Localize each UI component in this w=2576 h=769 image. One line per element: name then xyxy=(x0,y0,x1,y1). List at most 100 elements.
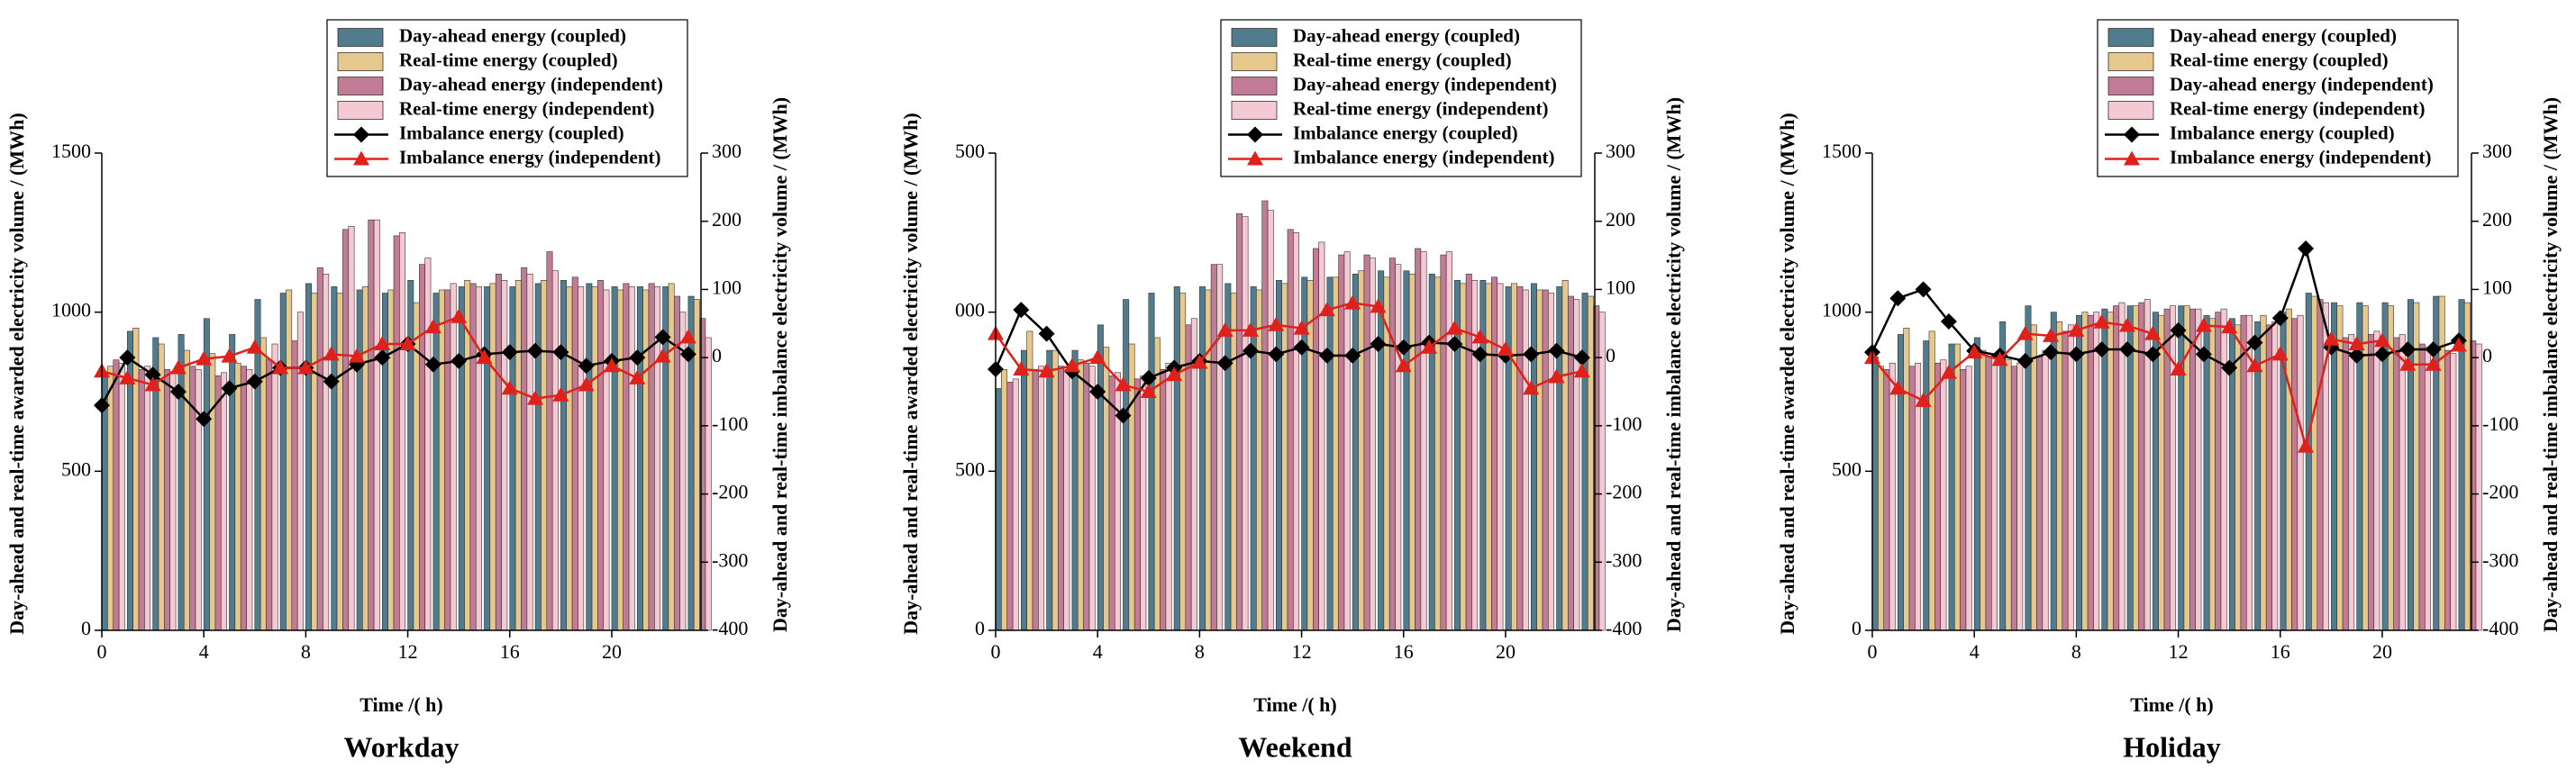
legend-label: Imbalance energy (independent) xyxy=(399,146,661,167)
bar xyxy=(578,286,585,631)
y-tick-label: 1000 xyxy=(1822,299,1861,321)
x-tick-label: 0 xyxy=(97,640,107,663)
marker xyxy=(2068,346,2085,363)
bar xyxy=(2010,366,2017,631)
marker xyxy=(679,346,696,363)
y2-axis-label: Day-ahead and real-time imbalance electr… xyxy=(2539,97,2562,632)
marker xyxy=(2298,438,2315,453)
legend-label: Day-ahead energy (coupled) xyxy=(399,24,626,46)
bar xyxy=(419,264,425,631)
marker xyxy=(654,348,671,363)
bar xyxy=(1275,280,1282,631)
y-tick-label: 0 xyxy=(81,617,91,639)
marker xyxy=(348,348,365,363)
bar xyxy=(214,375,222,631)
marker xyxy=(552,386,569,402)
marker xyxy=(2221,359,2238,376)
marker xyxy=(1140,369,1157,386)
marker xyxy=(1344,347,1361,364)
bar xyxy=(393,235,400,631)
marker xyxy=(2068,321,2085,337)
bar xyxy=(560,280,568,631)
marker xyxy=(272,359,289,375)
legend-swatch xyxy=(337,101,384,120)
bar xyxy=(1250,286,1257,631)
bar xyxy=(1573,299,1580,631)
marker xyxy=(1166,366,1183,382)
marker xyxy=(578,357,595,375)
bar xyxy=(1210,264,1217,631)
bar xyxy=(2291,318,2298,631)
bar xyxy=(101,375,108,631)
bar xyxy=(1536,289,1543,631)
x-tick-label: 20 xyxy=(602,640,622,663)
bar xyxy=(240,366,247,631)
x-tick-label: 12 xyxy=(1292,640,1312,663)
bar xyxy=(1434,276,1442,631)
bar xyxy=(2348,334,2355,631)
x-tick-label: 16 xyxy=(1394,640,1414,663)
y2-tick-label: 100 xyxy=(1606,276,1635,298)
bar xyxy=(2393,337,2400,631)
legend-marker xyxy=(353,150,369,166)
x-tick-label: 12 xyxy=(2169,640,2189,663)
bar xyxy=(144,366,151,631)
chart-title: Holiday xyxy=(2123,730,2220,763)
bar xyxy=(2170,305,2177,631)
x-tick-label: 4 xyxy=(199,640,209,663)
bar xyxy=(1561,280,1569,631)
bar xyxy=(603,289,610,631)
bar xyxy=(2265,324,2272,631)
bar xyxy=(1428,273,1435,631)
marker xyxy=(2221,319,2238,334)
legend-label: Imbalance energy (coupled) xyxy=(1293,122,1518,143)
marker xyxy=(1268,316,1285,331)
bar xyxy=(1581,293,1588,631)
bar xyxy=(1871,356,1879,631)
marker xyxy=(1548,342,1565,359)
bar xyxy=(1403,270,1410,631)
marker xyxy=(1940,364,1957,379)
legend-label: Imbalance energy (coupled) xyxy=(2170,122,2395,143)
bar xyxy=(458,286,465,631)
bar xyxy=(1216,264,1224,631)
bar xyxy=(2107,312,2114,631)
bar xyxy=(1358,270,1365,631)
y2-tick-label: -100 xyxy=(2482,412,2518,435)
bar xyxy=(1923,340,1930,631)
chart-title: Workday xyxy=(343,730,459,763)
marker xyxy=(399,336,416,350)
bar xyxy=(424,258,432,631)
legend-marker xyxy=(1247,150,1263,166)
bar xyxy=(484,286,491,631)
bar xyxy=(586,283,593,631)
bar xyxy=(1934,362,1941,631)
marker xyxy=(424,356,441,373)
x-tick-label: 0 xyxy=(991,640,1001,663)
bar xyxy=(1148,293,1155,631)
bar xyxy=(1313,248,1319,631)
legend-box xyxy=(1220,19,1582,177)
legend-swatch xyxy=(2107,77,2154,95)
y2-tick-label: -200 xyxy=(1606,481,1642,503)
bar xyxy=(2067,324,2074,631)
bar xyxy=(2076,314,2083,631)
bar xyxy=(1281,283,1288,631)
marker xyxy=(119,349,136,366)
bar xyxy=(687,295,695,631)
bar xyxy=(2311,295,2318,631)
y2-tick-label: -200 xyxy=(2482,481,2518,503)
bar xyxy=(1001,368,1008,631)
marker xyxy=(1421,339,1438,354)
bar xyxy=(2399,334,2406,631)
bar xyxy=(1012,378,1019,631)
y2-tick-label: 0 xyxy=(1606,344,1616,366)
bar xyxy=(1287,229,1294,631)
legend-swatch xyxy=(1231,28,1278,47)
x-tick-label: 8 xyxy=(2071,640,2081,663)
marker xyxy=(2323,330,2340,346)
bar xyxy=(438,289,445,631)
marker xyxy=(476,349,493,365)
marker xyxy=(2195,317,2212,332)
marker xyxy=(1446,320,1463,335)
